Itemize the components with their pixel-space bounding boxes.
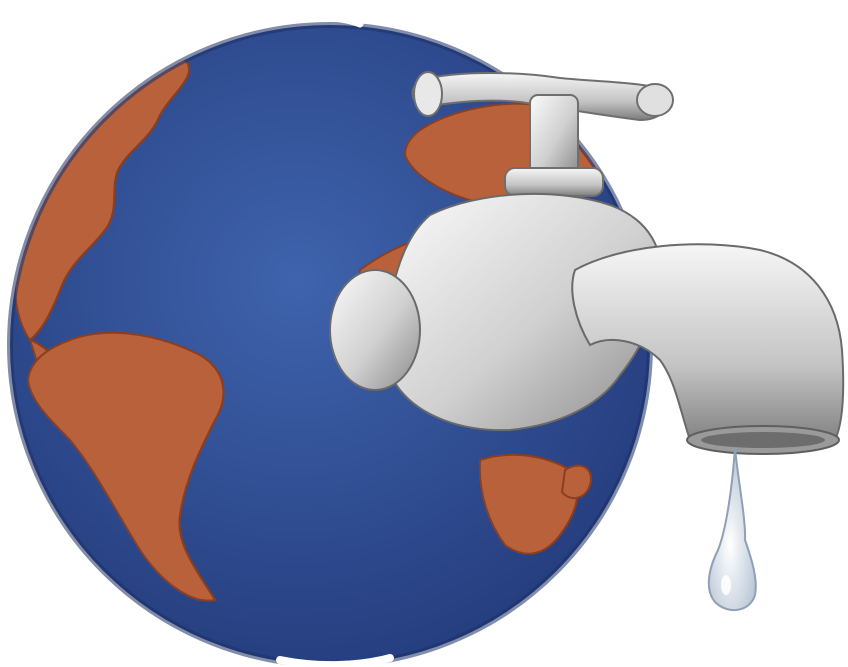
continent-south-america [26,331,225,602]
globe-edge-top [266,13,364,28]
island [560,464,592,500]
faucet-stem [529,94,579,176]
continent-southern-africa [478,453,579,555]
handle-end-left [413,71,443,117]
globe-edge-bottom [276,654,394,667]
drop-highlight [721,575,731,595]
faucet-nut [329,269,421,391]
faucet [329,71,845,455]
spout-opening [701,432,825,448]
drop [707,447,757,611]
water-drop [707,447,757,611]
faucet-collar [504,167,604,197]
handle-end-right [636,83,674,117]
